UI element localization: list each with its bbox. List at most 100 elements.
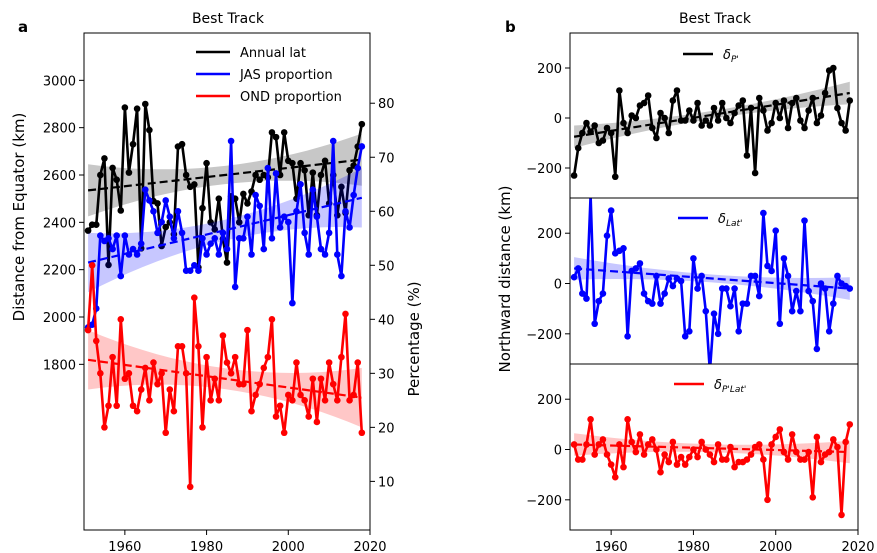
panel-a-ylabel-left: Distance from Equator (km) [10,113,28,322]
jas-proportion-point [260,245,268,253]
left-tick-label: 2600 [43,169,76,184]
ond-proportion-point [309,375,317,383]
left-tick-label: 3000 [43,74,76,89]
annual-lat-point [92,221,100,228]
panel-b-title: Best Track [679,11,752,27]
delta-series-2-point [731,285,738,292]
delta-series-3-point [747,451,755,458]
jas-proportion-point [88,321,96,329]
delta-series-1-point [821,89,829,97]
annual-lat-point [256,176,263,184]
delta-series-2-point [846,285,854,292]
delta-series-3-point [570,441,578,448]
delta-series-3-point [607,461,615,468]
delta-series-1-point [644,92,652,99]
delta-series-1-point [648,124,656,132]
annual-lat-point [358,120,366,128]
left-tick-label: 2000 [43,311,76,326]
panel-a-frame [83,32,371,531]
delta-series-2-point [620,245,627,252]
delta-series-1-point [661,114,668,122]
delta-series-1-point [813,119,821,127]
jas-proportion-point [313,213,321,220]
ond-proportion-point [186,483,194,491]
annual-lat-point [117,207,125,214]
ond-proportion-point [207,397,214,404]
jas-proportion-point [154,229,161,237]
legend-label: Annual lat [240,46,306,61]
panel-b-tick-label: −200 [526,494,562,509]
ond-proportion-point [293,359,300,366]
ond-proportion-point [97,370,104,377]
panel-b-subplot-2 [570,198,854,364]
annual-lat-point [235,219,243,226]
delta-series-1-point [681,117,689,124]
legend-label: JAS proportion [239,68,333,83]
delta-series-1-point [607,129,615,137]
jas-proportion-point [113,232,120,239]
delta-series-1-point [587,128,594,136]
left-tick-label: 2200 [43,264,76,279]
ond-proportion-point [105,402,112,410]
delta-series-2-point [764,262,771,270]
delta-series-2-point [834,272,841,280]
jas-proportion-point [191,261,198,269]
delta-series-2-point [821,285,829,292]
ond-proportion-point [346,397,353,404]
delta-series-2-point [603,232,611,240]
delta-series-3-point [583,441,590,448]
annual-lat-point [321,157,329,165]
delta-series-2-point [686,328,693,335]
delta-series-1-point [747,104,755,112]
delta-series-3-point [653,446,660,453]
jas-proportion-point [268,234,276,242]
delta-series-2-point [591,320,598,328]
panel-a-title: Best Track [192,11,265,27]
ond-proportion-point [350,391,357,399]
ond-proportion-point [264,353,272,361]
annual-lat-point [146,126,153,134]
delta-series-2-line [572,198,851,364]
jas-proportion-point [317,245,325,253]
panel-b: −200 0 200 δP' −200 0 200 δLat' −200 0 200 δP'Lat' 1… [526,32,875,553]
ond-proportion-point [342,310,349,318]
annual-lat-point [346,166,353,174]
delta-series-1-point [805,107,812,114]
delta-series-3-point [817,458,825,466]
delta-series-3-point [591,451,598,458]
right-tick-label: 70 [378,151,395,166]
delta-series-1-point [599,137,607,144]
panel-a-plot [84,100,366,491]
jas-proportion-point [162,197,170,204]
panel-b-legend-label: δP'Lat' [714,378,746,395]
ond-proportion-point [338,353,345,361]
ond-proportion-point [211,375,219,383]
delta-series-1-point [624,129,631,137]
delta-series-1-point [772,99,780,107]
annual-lat-point [297,159,304,167]
ond-proportion-point [191,294,198,302]
jas-proportion-point [276,224,284,231]
annual-lat-point [223,259,231,266]
delta-series-2-point [632,265,640,272]
panel-b-x-tick-label: 1980 [677,540,710,553]
delta-series-2-point [805,287,812,295]
jas-proportion-point [195,267,202,274]
jas-proportion-point [227,137,235,145]
panel-b-subplot-3 [570,416,854,519]
ond-proportion-point [162,429,170,437]
ond-proportion-point [137,386,145,393]
jas-proportion-point [141,186,149,193]
delta-series-3-point [846,421,854,428]
x-tick-label: 1980 [190,540,223,553]
delta-series-2-point [755,292,763,300]
delta-series-1-point [735,102,742,109]
delta-series-3-point [825,448,833,456]
jas-proportion-point [117,272,125,280]
delta-series-1-point [760,107,767,114]
jas-proportion-point [301,229,308,237]
jas-proportion-point [223,245,231,253]
delta-series-2-point [710,310,718,317]
ond-proportion-point [113,402,120,410]
jas-proportion-point [158,218,165,226]
